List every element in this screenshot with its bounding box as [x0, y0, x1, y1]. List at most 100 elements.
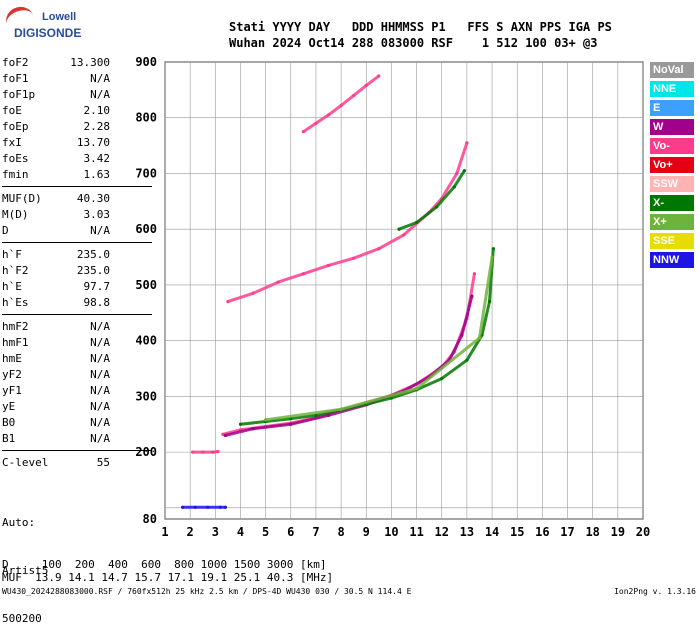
- x-tick-label: 9: [363, 525, 370, 539]
- trace-point: [402, 233, 406, 237]
- parameter-name: foF2: [2, 56, 29, 69]
- y-tick-label: 500: [135, 278, 157, 292]
- logo-product: DIGISONDE: [14, 26, 82, 40]
- parameter-value: N/A: [90, 224, 110, 237]
- parameter-value: N/A: [90, 336, 110, 349]
- parameter-name: foF1p: [2, 88, 36, 101]
- parameter-value: N/A: [90, 432, 110, 445]
- parameter-name: foE: [2, 104, 22, 117]
- trace-point: [191, 450, 195, 454]
- trace-point: [465, 358, 469, 362]
- trace-point: [414, 220, 419, 225]
- distance-row: D 100 200 400 600 800 1000 1500 3000 [km…: [2, 558, 327, 571]
- y-tick-label: 700: [135, 166, 157, 180]
- plot-area: [164, 61, 644, 520]
- x-tick-label: 19: [611, 525, 625, 539]
- trace-point: [452, 185, 456, 189]
- parameter-row: h`E 97.7: [2, 280, 110, 296]
- trace-point: [472, 272, 477, 276]
- parameter-row: foF1p N/A: [2, 88, 110, 104]
- parameter-row: yF2 N/A: [2, 368, 110, 384]
- trace-point: [364, 83, 368, 88]
- muf-row: MUF 13.9 14.1 14.7 15.7 17.1 19.1 25.1 4…: [2, 571, 334, 584]
- x-tick-label: 5: [262, 525, 269, 539]
- trace-point: [301, 130, 305, 134]
- parameter-value: N/A: [90, 320, 110, 333]
- legend-item: X-: [650, 195, 694, 211]
- x-tick-label: 8: [337, 525, 344, 539]
- x-tick-label: 15: [510, 525, 524, 539]
- parameter-name: fxI: [2, 136, 22, 149]
- parameter-name: h`F: [2, 248, 22, 261]
- trace-point: [216, 449, 220, 454]
- legend-item: NNE: [650, 81, 694, 97]
- parameter-value: 13.70: [76, 136, 110, 149]
- parameter-value: 98.8: [83, 296, 111, 309]
- auto-program: Artist5: [2, 564, 49, 577]
- parameter-name: MUF(D): [2, 192, 42, 205]
- trace-point: [339, 103, 343, 108]
- trace-point: [201, 450, 205, 454]
- trace-point: [462, 169, 466, 173]
- parameter-row: h`Es 98.8: [2, 296, 110, 312]
- trace-point: [301, 272, 305, 276]
- y-tick-label: 80: [143, 512, 157, 526]
- parameter-separator: [2, 242, 152, 243]
- x-tick-label: 4: [237, 525, 244, 539]
- auto-version: 500200: [2, 612, 42, 625]
- version-label: Ion2Png v. 1.3.16: [614, 587, 696, 596]
- parameter-value: 55: [96, 456, 110, 469]
- trace-point: [221, 432, 225, 436]
- parameter-separator: [2, 186, 152, 187]
- parameter-row: foEs 3.42: [2, 152, 110, 168]
- parameter-value: 13.300: [70, 56, 110, 69]
- parameter-name: h`Es: [2, 296, 29, 309]
- trace-point: [326, 113, 331, 117]
- legend-item: X+: [650, 214, 694, 230]
- trace-point: [440, 376, 444, 381]
- parameter-name: B0: [2, 416, 16, 429]
- trace-point: [211, 450, 215, 454]
- parameter-value: 97.7: [83, 280, 111, 293]
- parameter-row: hmF1 N/A: [2, 336, 110, 352]
- parameter-value: N/A: [90, 384, 110, 397]
- legend-item: NNW: [650, 252, 694, 268]
- parameter-separator: [2, 450, 152, 451]
- auto-label: Auto:: [2, 516, 36, 529]
- trace-point: [314, 121, 318, 125]
- parameter-name: foEs: [2, 152, 29, 165]
- y-tick-label: 800: [135, 111, 157, 125]
- trace-point: [326, 263, 331, 268]
- trace-point: [314, 413, 318, 417]
- parameter-row: foF1 N/A: [2, 72, 110, 88]
- legend-item: Vo-: [650, 138, 694, 154]
- parameter-row: B1 N/A: [2, 432, 110, 448]
- x-tick-label: 20: [636, 525, 650, 539]
- trace-point: [477, 336, 482, 340]
- parameter-row: hmF2 N/A: [2, 320, 110, 336]
- trace-point: [487, 300, 492, 304]
- trace-point: [218, 505, 222, 509]
- parameter-row: fxI 13.70: [2, 136, 110, 152]
- x-tick-label: 7: [312, 525, 319, 539]
- x-tick-label: 13: [460, 525, 474, 539]
- y-tick-label: 300: [135, 389, 157, 403]
- parameter-name: h`F2: [2, 264, 29, 277]
- parameter-name: yF1: [2, 384, 22, 397]
- trace-point: [389, 396, 394, 400]
- x-tick-label: 17: [560, 525, 574, 539]
- parameter-name: hmE: [2, 352, 22, 365]
- trace-point: [226, 300, 230, 304]
- legend-item: W: [650, 119, 694, 135]
- trace-line: [226, 141, 469, 304]
- trace-point: [251, 291, 255, 295]
- parameter-name: M(D): [2, 208, 29, 221]
- x-tick-label: 16: [535, 525, 549, 539]
- x-tick-label: 6: [287, 525, 294, 539]
- parameter-value: 3.42: [83, 152, 111, 165]
- legend-item: Vo+: [650, 157, 694, 173]
- x-tick-label: 18: [585, 525, 599, 539]
- parameter-value: N/A: [90, 88, 110, 101]
- trace-point: [206, 505, 210, 509]
- trace-point: [326, 413, 331, 417]
